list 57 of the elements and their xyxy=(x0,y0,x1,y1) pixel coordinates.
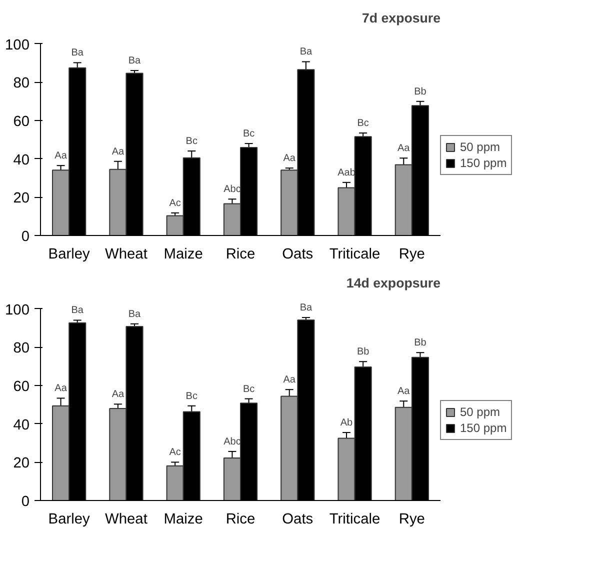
data-label: Aa xyxy=(283,374,296,386)
x-tick-label: Oats xyxy=(282,512,314,528)
data-label: Aa xyxy=(54,150,68,162)
x-tick-label: Triticale xyxy=(329,246,380,262)
chart-title: 7d exposure xyxy=(362,10,441,26)
data-label: Bc xyxy=(242,384,255,395)
x-tick-label: Rye xyxy=(398,246,425,262)
data-label: Ac xyxy=(169,447,181,458)
data-label: Bc xyxy=(186,390,198,402)
y-tick-label: 40 xyxy=(13,417,30,434)
data-label: Ab xyxy=(340,417,354,428)
legend-label: 50 ppm xyxy=(460,140,500,154)
y-tick-label: 60 xyxy=(13,379,30,396)
chart-title: 14d expopsure xyxy=(346,276,441,290)
y-tick-label: 80 xyxy=(13,76,30,92)
y-tick-label: 100 xyxy=(5,37,30,54)
data-label: Bb xyxy=(414,338,427,349)
x-tick-label: Triticale xyxy=(329,512,380,528)
y-tick-label: 20 xyxy=(13,456,30,472)
x-tick-label: Barley xyxy=(48,512,91,528)
x-tick-label: Rice xyxy=(226,512,256,528)
data-label: Ba xyxy=(300,302,312,314)
legend-label: 150 ppm xyxy=(460,421,507,435)
y-tick-label: 80 xyxy=(13,340,30,357)
data-label: Ba xyxy=(128,56,142,67)
y-tick-label: 20 xyxy=(13,190,30,207)
data-label: Aa xyxy=(112,146,124,158)
x-tick-label: Wheat xyxy=(105,246,148,262)
data-label: Aa xyxy=(54,383,68,394)
y-tick-label: 40 xyxy=(13,152,30,168)
data-label: Bc xyxy=(357,118,369,129)
y-tick-label: 100 xyxy=(5,302,30,318)
y-tick-label: 0 xyxy=(21,494,30,510)
x-tick-label: Maize xyxy=(164,512,203,528)
data-label: Bc xyxy=(186,136,198,148)
y-tick-label: 60 xyxy=(13,114,30,130)
x-tick-label: Oats xyxy=(282,246,314,262)
data-label: Aa xyxy=(398,386,410,398)
legend-label: 50 ppm xyxy=(460,405,500,419)
data-label: Aa xyxy=(112,389,124,400)
x-tick-label: Rice xyxy=(226,246,256,262)
data-label: Bb xyxy=(356,346,370,358)
legend-label: 150 ppm xyxy=(460,156,507,170)
data-label: Aa xyxy=(283,153,296,164)
data-label: Ac xyxy=(169,198,181,209)
data-label: Aa xyxy=(398,143,410,154)
data-label: Ba xyxy=(71,305,84,316)
data-label: Bb xyxy=(414,86,427,98)
y-tick-label: 0 xyxy=(21,229,30,245)
x-tick-label: Barley xyxy=(48,246,91,262)
x-tick-label: Wheat xyxy=(105,512,148,528)
data-label: Ba xyxy=(128,308,142,320)
data-label: Bc xyxy=(242,128,255,140)
x-tick-label: Maize xyxy=(164,246,203,262)
data-label: Ba xyxy=(300,46,312,58)
data-label: Ba xyxy=(71,48,84,59)
x-tick-label: Rye xyxy=(398,512,425,528)
